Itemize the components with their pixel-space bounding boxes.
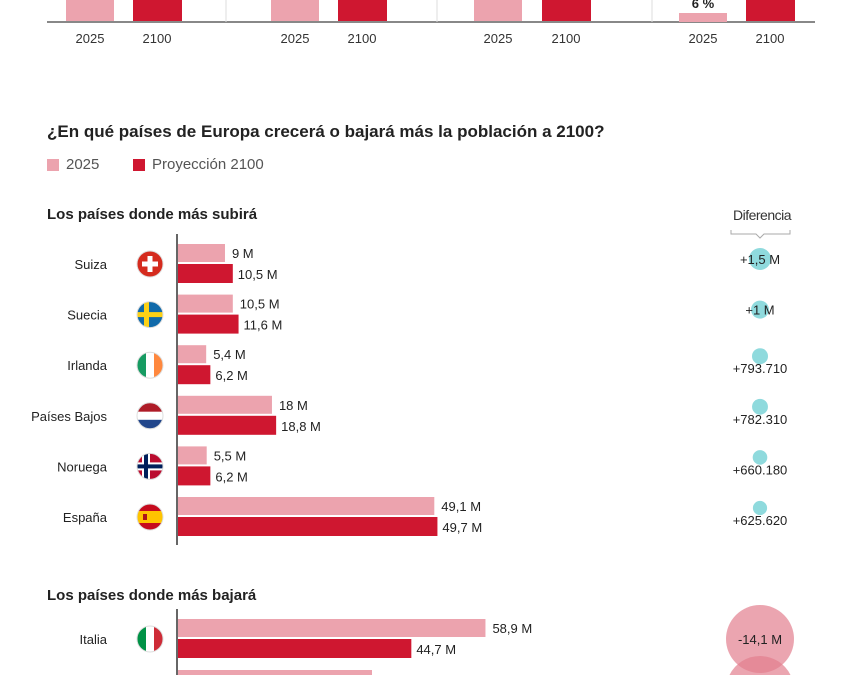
value-label-2100: 44,7 M xyxy=(416,642,456,657)
top-tick-label: 2100 xyxy=(348,31,377,46)
bar-2025 xyxy=(178,446,207,465)
country-label: Noruega xyxy=(57,459,108,474)
diff-label: +793.710 xyxy=(733,361,788,376)
top-tick-label: 2025 xyxy=(76,31,105,46)
switzerland-flag-icon xyxy=(136,250,164,278)
legend-2100: Proyección 2100 xyxy=(133,156,264,173)
chart-title: ¿En qué países de Europa crecerá o bajar… xyxy=(47,122,605,141)
bar-2100 xyxy=(178,314,239,334)
bar-2025 xyxy=(178,345,207,364)
bar-2100 xyxy=(178,365,211,385)
sweden-flag-icon xyxy=(136,301,164,329)
top-tick-label: 2100 xyxy=(143,31,172,46)
top-tick-label: 2025 xyxy=(484,31,513,46)
diff-bubble xyxy=(752,398,768,415)
bar-2100 xyxy=(178,415,277,435)
top-bar-2025 xyxy=(679,13,727,22)
top-bar-2100 xyxy=(746,0,795,21)
country-label: Suiza xyxy=(74,257,107,272)
diff-bubble xyxy=(751,348,769,365)
top-bar-2100 xyxy=(338,0,387,21)
diff-bubble-partial xyxy=(729,656,791,675)
bar-2025 xyxy=(178,497,435,515)
top-bar-2100 xyxy=(542,0,591,21)
top-tick-label: 2100 xyxy=(756,31,785,46)
legend-label: 2025 xyxy=(66,156,100,173)
section-heading-down: Los países donde más bajará xyxy=(47,587,257,604)
bar-2100 xyxy=(178,466,211,486)
country-label: Suecia xyxy=(67,308,108,323)
ireland-flag-icon xyxy=(136,351,164,379)
top-bar-2025 xyxy=(271,0,319,21)
value-label-2100: 6,2 M xyxy=(215,368,248,383)
diff-label: +782.310 xyxy=(733,412,788,427)
diff-header: Diferencia xyxy=(733,207,792,223)
value-label-2025: 5,5 M xyxy=(214,448,247,463)
value-label-2100: 18,8 M xyxy=(281,419,321,434)
value-label-2100: 6,2 M xyxy=(215,469,248,484)
bar-2100 xyxy=(178,639,412,658)
legend-2025: 2025 xyxy=(47,156,99,173)
bar-2025 xyxy=(178,294,233,313)
section-heading-up: Los países donde más subirá xyxy=(47,206,258,223)
diff-label: +660.180 xyxy=(733,462,788,477)
diff-bubble xyxy=(752,450,768,465)
top-tick-label: 2025 xyxy=(689,31,718,46)
country-label: España xyxy=(63,510,108,525)
italy-flag-icon xyxy=(136,625,164,653)
diff-label: +1 M xyxy=(745,303,774,318)
value-label-2025: 9 M xyxy=(232,246,254,261)
value-label-2100: 49,7 M xyxy=(442,520,482,535)
top-bar-2025 xyxy=(474,0,522,21)
value-label-2025: 18 M xyxy=(279,398,308,413)
value-label-2100: 10,5 M xyxy=(238,267,278,282)
value-label-2025: 5,4 M xyxy=(213,347,246,362)
top-bar-2025 xyxy=(66,0,114,21)
bar-2025-partial xyxy=(178,670,372,675)
diff-label: +625.620 xyxy=(733,513,788,528)
top-tick-label: 2025 xyxy=(281,31,310,46)
bar-2025 xyxy=(178,619,486,637)
diff-bubble xyxy=(751,300,769,319)
diff-bubble xyxy=(752,500,768,516)
diff-bubble xyxy=(726,605,794,673)
diff-bracket xyxy=(730,230,791,239)
bar-2100 xyxy=(178,517,438,536)
spain-flag-icon xyxy=(136,503,164,531)
bar-2100 xyxy=(178,264,233,283)
diff-bubble xyxy=(749,248,771,270)
legend-label: Proyección 2100 xyxy=(152,156,264,173)
diff-label: +1,5 M xyxy=(740,252,780,267)
country-label: Italia xyxy=(80,632,108,647)
value-label-2025: 49,1 M xyxy=(441,499,481,514)
value-label-2025: 58,9 M xyxy=(492,621,532,636)
top-value-label: 6 % xyxy=(692,0,715,11)
norway-flag-icon xyxy=(136,452,164,480)
diff-label: -14,1 M xyxy=(738,632,782,647)
country-label: Países Bajos xyxy=(31,409,107,424)
value-label-2025: 10,5 M xyxy=(240,297,280,312)
netherlands-flag-icon xyxy=(136,402,164,430)
top-bar-2100 xyxy=(133,0,182,21)
bar-2025 xyxy=(178,244,225,262)
value-label-2100: 11,6 M xyxy=(244,318,283,333)
bar-2025 xyxy=(178,395,272,414)
top-tick-label: 2100 xyxy=(552,31,581,46)
country-label: Irlanda xyxy=(67,358,108,373)
